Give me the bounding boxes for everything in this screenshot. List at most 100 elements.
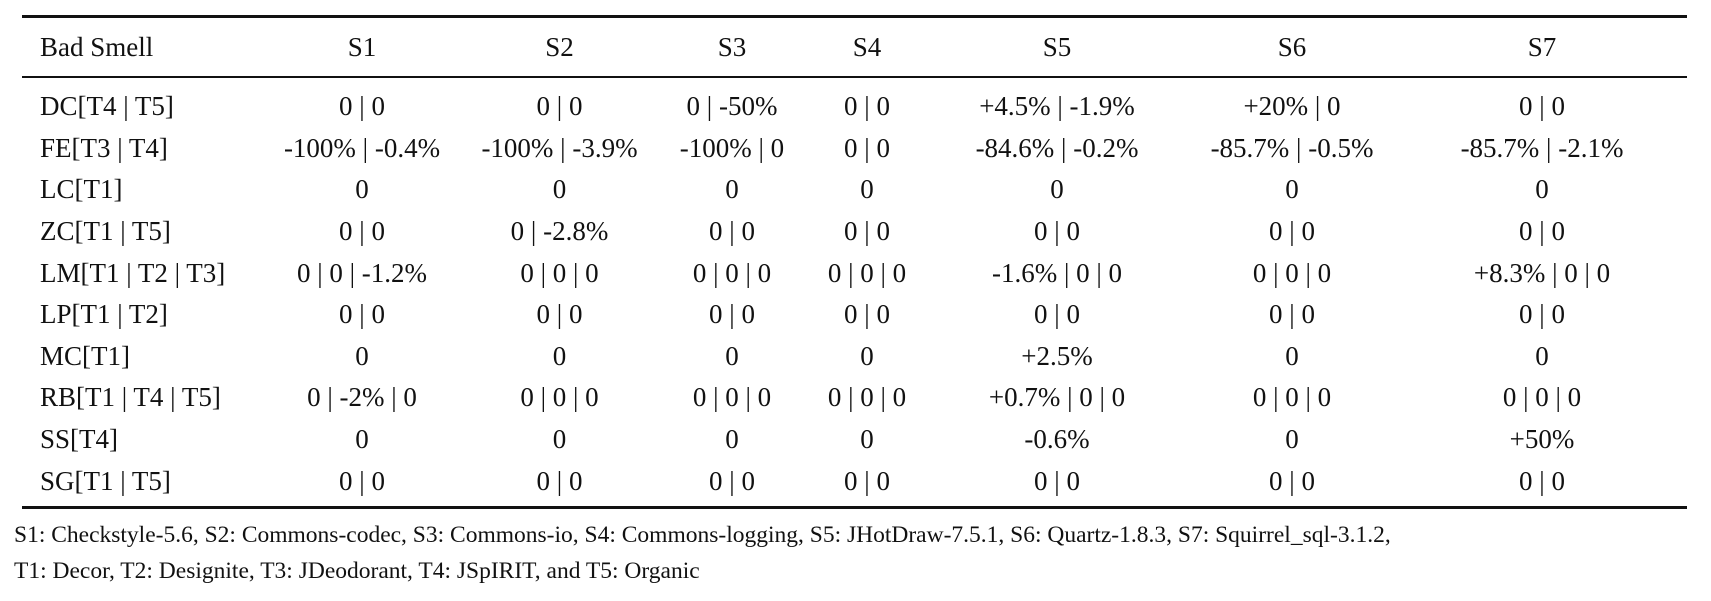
table-cell: 0 | 0 | 0	[827, 257, 907, 288]
row-label: SG[T1 | T5]	[40, 465, 171, 496]
table-cell: 0 | 0	[709, 216, 755, 247]
row-label: FE[T3 | T4]	[40, 132, 168, 163]
table-cell: 0 | 0 | 0	[520, 382, 599, 413]
table-cell: 0 | 0	[1519, 465, 1565, 496]
table-cell: 0	[1535, 340, 1549, 371]
table-cell: 0 | 0	[1034, 465, 1080, 496]
table-cell: 0	[1050, 174, 1064, 205]
table-cell: 0	[860, 174, 874, 205]
table-cell: 0 | 0	[1269, 299, 1315, 330]
results-table-container: Bad Smell S1 S2 S3 S4 S5 S6 S7 DC[T4 | T5] 0 | 0…	[22, 15, 1687, 509]
header-s2: S2	[545, 31, 574, 62]
table-cell: 0 | 0	[1519, 91, 1565, 122]
table-cell: 0 | 0	[339, 91, 385, 122]
table-cell: 0 | 0	[1034, 299, 1080, 330]
table-cell: 0 | 0 | 0	[1252, 382, 1332, 413]
header-s4: S4	[852, 31, 882, 62]
table-cell: -85.7% | -2.1%	[1460, 132, 1624, 163]
table-cell: -85.7% | -0.5%	[1210, 132, 1374, 163]
table-cell: 0 | 0	[1519, 299, 1565, 330]
header-bad-smell: Bad Smell	[40, 31, 154, 62]
table-header-row: Bad Smell S1 S2 S3 S4 S5 S6 S7	[22, 16, 1687, 77]
table-cell: 0	[1285, 424, 1299, 455]
table-cell: +20% | 0	[1243, 91, 1341, 122]
table-cell: 0 | 0	[844, 132, 890, 163]
header-s7: S7	[1527, 31, 1557, 62]
table-row: ZC[T1 | T5] 0 | 0 0 | -2.8% 0 | 0 0 | 0 0 | 0…	[22, 211, 1687, 253]
row-label: DC[T4 | T5]	[40, 91, 174, 122]
table-cell: 0 | 0	[844, 216, 890, 247]
table-cell: 0	[355, 424, 369, 455]
table-cell: +4.5% | -1.9%	[979, 91, 1135, 122]
row-label: SS[T4]	[40, 424, 119, 455]
table-body: DC[T4 | T5] 0 | 0 0 | 0 0 | -50% 0 | 0 +4.5% …	[22, 77, 1687, 508]
table-cell: 0	[1285, 174, 1299, 205]
table-row: MC[T1] 0 0 0 0 +2.5% 0 0	[22, 336, 1687, 378]
table-cell: 0	[1535, 174, 1549, 205]
table-cell: 0 | 0	[339, 299, 385, 330]
table-cell: 0 | -2% | 0	[307, 382, 417, 413]
header-s5: S5	[1042, 31, 1072, 62]
table-cell: 0 | 0	[844, 91, 890, 122]
table-cell: 0 | 0	[709, 465, 755, 496]
table-cell: -0.6%	[1024, 424, 1090, 455]
table-row: SS[T4] 0 0 0 0 -0.6% 0 +50%	[22, 419, 1687, 461]
table-cell: 0 | 0	[1269, 216, 1315, 247]
table-cell: 0	[860, 424, 874, 455]
header-s6: S6	[1277, 31, 1307, 62]
table-cell: 0	[725, 340, 739, 371]
table-cell: 0 | 0 | 0	[692, 257, 772, 288]
table-cell: 0 | -2.8%	[510, 216, 609, 247]
table-row: SG[T1 | T5] 0 | 0 0 | 0 0 | 0 0 | 0 0 | 0 0 | …	[22, 460, 1687, 508]
row-label: MC[T1]	[40, 340, 130, 371]
table-cell: 0 | 0 | 0	[520, 257, 599, 288]
table-cell: +8.3% | 0 | 0	[1473, 257, 1611, 288]
table-cell: -84.6% | -0.2%	[975, 132, 1139, 163]
table-cell: 0	[552, 340, 567, 371]
table-cell: 0 | -50%	[686, 91, 778, 122]
table-cell: +0.7% | 0 | 0	[988, 382, 1126, 413]
table-row: RB[T1 | T4 | T5] 0 | -2% | 0 0 | 0 | 0 0 | …	[22, 377, 1687, 419]
row-label: LM[T1 | T2 | T3]	[40, 257, 226, 288]
table-cell: 0 | 0	[1269, 465, 1315, 496]
caption-line-1: S1: Checkstyle-5.6, S2: Commons-codec, S…	[14, 522, 1391, 548]
table-caption: S1: Checkstyle-5.6, S2: Commons-codec, S…	[14, 517, 1704, 589]
table-cell: 0 | 0	[536, 91, 583, 122]
table-cell: 0	[552, 424, 567, 455]
table-cell: 0	[1285, 340, 1299, 371]
table-cell: 0 | 0	[1034, 216, 1080, 247]
table-cell: 0	[355, 340, 369, 371]
row-label: ZC[T1 | T5]	[40, 216, 171, 247]
table-cell: +2.5%	[1021, 340, 1093, 371]
table-cell: 0 | 0	[536, 299, 583, 330]
caption-line-2: T1: Decor, T2: Designite, T3: JDeodorant…	[14, 558, 700, 584]
table-cell: 0 | 0	[1519, 216, 1565, 247]
bad-smell-table: Bad Smell S1 S2 S3 S4 S5 S6 S7 DC[T4 | T5] 0 | 0…	[22, 15, 1687, 509]
header-s3: S3	[717, 31, 747, 62]
table-cell: 0 | 0	[844, 465, 890, 496]
table-cell: 0 | 0	[536, 465, 583, 496]
table-cell: 0 | 0	[339, 216, 385, 247]
row-label: LC[T1]	[40, 174, 123, 205]
row-label: LP[T1 | T2]	[40, 299, 168, 330]
table-row: LC[T1] 0 0 0 0 0 0 0	[22, 169, 1687, 211]
table-row: FE[T3 | T4] -100% | -0.4% -100% | -3.9% -10…	[22, 128, 1687, 170]
table-cell: -100% | 0	[679, 132, 785, 163]
table-cell: 0 | 0 | 0	[1502, 382, 1582, 413]
table-cell: 0 | 0 | 0	[692, 382, 772, 413]
table-cell: 0 | 0 | 0	[1252, 257, 1332, 288]
table-cell: 0 | 0 | 0	[827, 382, 907, 413]
table-cell: 0	[725, 174, 739, 205]
row-label: RB[T1 | T4 | T5]	[40, 382, 221, 413]
table-cell: 0 | 0	[339, 465, 385, 496]
table-row: DC[T4 | T5] 0 | 0 0 | 0 0 | -50% 0 | 0 +4.5% …	[22, 77, 1687, 128]
table-row: LP[T1 | T2] 0 | 0 0 | 0 0 | 0 0 | 0 0 | 0 0 | …	[22, 294, 1687, 336]
table-cell: 0	[355, 174, 369, 205]
table-row: LM[T1 | T2 | T3] 0 | 0 | -1.2% 0 | 0 | 0 0 …	[22, 252, 1687, 294]
table-cell: -1.6% | 0 | 0	[991, 257, 1123, 288]
table-cell: -100% | -0.4%	[283, 132, 441, 163]
header-s1: S1	[347, 31, 377, 62]
table-cell: 0	[552, 174, 567, 205]
table-cell: 0 | 0	[844, 299, 890, 330]
table-cell: 0	[860, 340, 874, 371]
